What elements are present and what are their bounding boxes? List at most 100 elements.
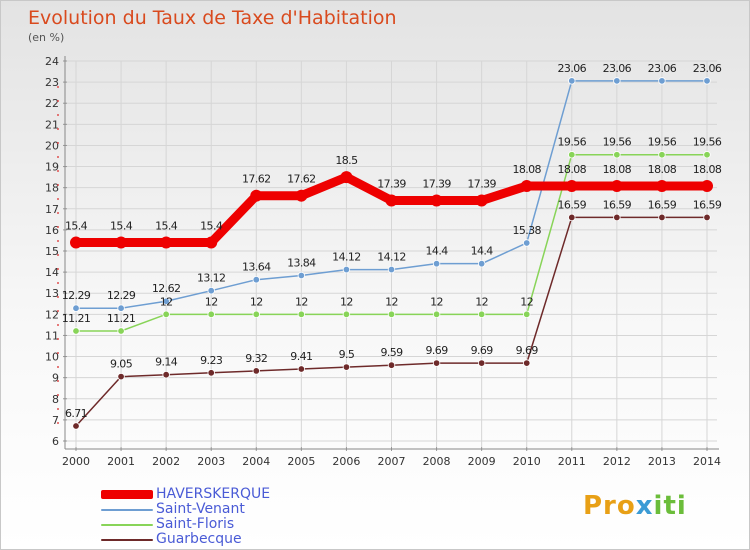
data-label: 12 (385, 295, 398, 308)
data-point-haverskerque (250, 189, 263, 202)
data-label: 15.4 (200, 220, 223, 233)
data-label: 17.39 (467, 178, 496, 191)
data-point-guarbecque (568, 213, 576, 222)
data-point-guarbecque (523, 359, 531, 367)
x-tick-label: 2004 (242, 455, 270, 468)
data-label: 18.08 (558, 163, 587, 176)
data-label: 14.12 (332, 251, 361, 264)
data-label: 12 (520, 295, 533, 308)
data-label: 9.69 (516, 344, 539, 357)
y-tick-label: 10 (45, 351, 59, 364)
data-point-saint-floris (387, 310, 396, 319)
data-label: 19.56 (693, 136, 722, 149)
legend-item-saint-floris: Saint-Floris (101, 516, 361, 532)
data-label: 9.32 (245, 352, 267, 365)
data-point-guarbecque (162, 371, 170, 379)
y-tick-label: 18 (45, 182, 59, 195)
data-label: 9.5 (339, 348, 355, 361)
legend-item-haverskerque: HAVERSKERQUE (101, 486, 361, 502)
data-label: 17.62 (287, 173, 316, 186)
x-tick-label: 2001 (107, 455, 135, 468)
data-label: 9.59 (380, 346, 403, 359)
y-tick-label: 17 (45, 203, 59, 216)
x-tick-label: 2005 (287, 455, 315, 468)
data-point-guarbecque (703, 213, 711, 222)
legend-swatch (101, 508, 153, 511)
data-point-haverskerque (205, 236, 218, 249)
data-point-guarbecque (613, 213, 621, 222)
data-point-haverskerque (295, 189, 308, 202)
proxiti-logo: Proxiti (583, 491, 687, 521)
x-tick-label: 2000 (62, 455, 90, 468)
y-tick-label: 8 (52, 393, 59, 406)
data-point-haverskerque (701, 179, 713, 192)
data-label: 19.56 (648, 136, 677, 149)
data-label: 12 (475, 295, 488, 308)
data-label: 17.39 (422, 178, 451, 191)
data-point-saint-venant (162, 297, 170, 305)
data-label: 23.06 (558, 62, 587, 75)
x-tick-label: 2014 (693, 455, 721, 468)
data-label: 19.56 (558, 136, 587, 149)
data-point-saint-venant (342, 265, 351, 274)
data-point-guarbecque (432, 359, 441, 367)
data-label: 18.08 (603, 163, 632, 176)
data-point-guarbecque (207, 369, 215, 377)
data-point-haverskerque (430, 194, 443, 207)
legend-item-guarbecque: Guarbecque (101, 531, 361, 547)
legend-label: Saint-Floris (156, 516, 235, 532)
x-tick-label: 2003 (197, 455, 225, 468)
data-label: 19.56 (603, 136, 632, 149)
data-label: 14.4 (426, 245, 449, 258)
data-label: 6.71 (65, 407, 87, 420)
data-point-guarbecque (387, 361, 396, 369)
data-label: 16.59 (603, 198, 632, 211)
data-point-saint-venant (658, 77, 666, 85)
data-point-saint-floris (523, 310, 531, 319)
data-point-saint-venant (387, 265, 396, 274)
y-tick-label: 12 (45, 308, 59, 321)
data-label: 12 (205, 295, 218, 308)
data-point-saint-venant (703, 77, 711, 85)
x-tick-label: 2008 (423, 455, 451, 468)
data-label: 12 (430, 295, 443, 308)
data-point-saint-floris (432, 310, 441, 319)
data-label: 13.64 (242, 261, 271, 274)
data-label: 16.59 (648, 198, 677, 211)
data-point-saint-venant (523, 239, 531, 247)
legend-swatch (101, 523, 153, 526)
data-label: 12.29 (62, 289, 91, 302)
data-point-saint-venant (297, 271, 306, 280)
data-label: 23.06 (603, 62, 632, 75)
data-point-saint-floris (252, 310, 260, 319)
data-label: 9.41 (290, 350, 312, 363)
y-tick-label: 11 (45, 329, 59, 342)
data-label: 14.4 (471, 245, 494, 258)
x-tick-label: 2010 (513, 455, 541, 468)
data-point-saint-floris (703, 151, 711, 159)
data-point-haverskerque (340, 171, 353, 184)
y-tick-label: 24 (45, 55, 59, 68)
data-point-haverskerque (70, 236, 82, 249)
data-point-saint-venant (477, 259, 486, 268)
data-point-saint-floris (613, 151, 621, 159)
x-tick-label: 2013 (648, 455, 676, 468)
x-tick-label: 2009 (468, 455, 496, 468)
data-label: 15.4 (110, 220, 133, 233)
data-label: 17.62 (242, 173, 271, 186)
data-point-guarbecque (477, 359, 486, 367)
data-label: 15.4 (155, 220, 178, 233)
data-label: 18.5 (335, 154, 358, 167)
y-tick-label: 20 (45, 139, 59, 152)
data-point-guarbecque (252, 367, 260, 375)
data-point-guarbecque (342, 363, 351, 371)
data-label: 12 (295, 295, 308, 308)
data-point-saint-floris (162, 310, 170, 319)
data-label: 14.12 (377, 251, 406, 264)
data-label: 18.08 (693, 163, 722, 176)
data-point-saint-floris (117, 327, 125, 335)
data-label: 9.23 (200, 354, 223, 367)
data-label: 12.29 (107, 289, 136, 302)
axes: 6 7 8 9 10 11 12 13 14 15 16 17 18 19 20 21 22 23 24 2000 20… (45, 55, 721, 468)
